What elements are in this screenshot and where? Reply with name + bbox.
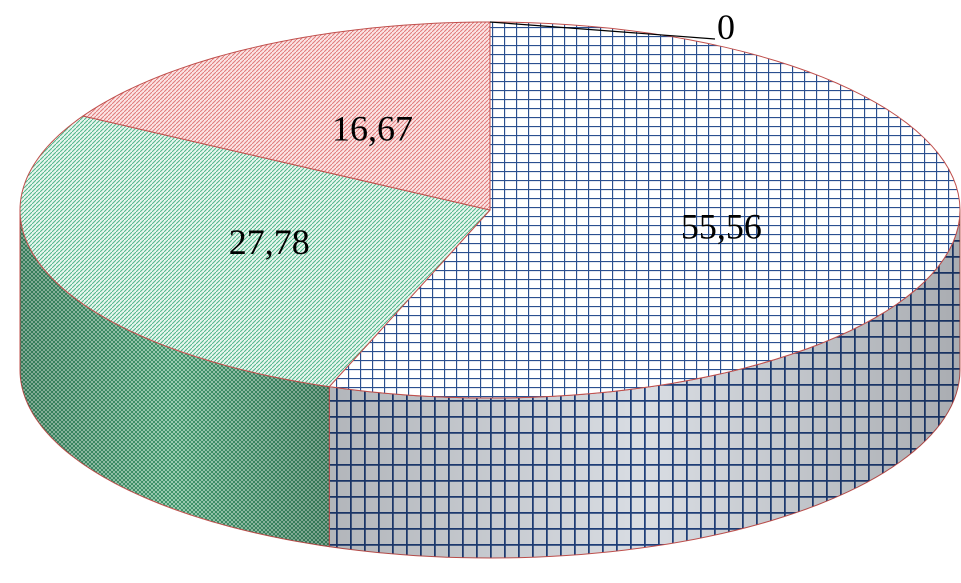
pie-labels: 55,56 27,78 16,67 0 [229,7,762,262]
slice-label-3: 0 [717,7,735,47]
slice-label-2: 16,67 [332,109,413,149]
pie-slice-2 [81,21,491,211]
pie-tops [19,21,961,399]
slice-label-1: 27,78 [229,222,310,262]
pie-side-shade-0 [329,210,960,558]
pie-side-shade-1 [20,210,330,547]
pie-sides [19,209,961,559]
pie-slice-1 [19,115,491,388]
leader-line-3 [489,21,716,40]
pie-slice-0 [328,21,961,399]
slice-label-0: 55,56 [681,206,762,246]
